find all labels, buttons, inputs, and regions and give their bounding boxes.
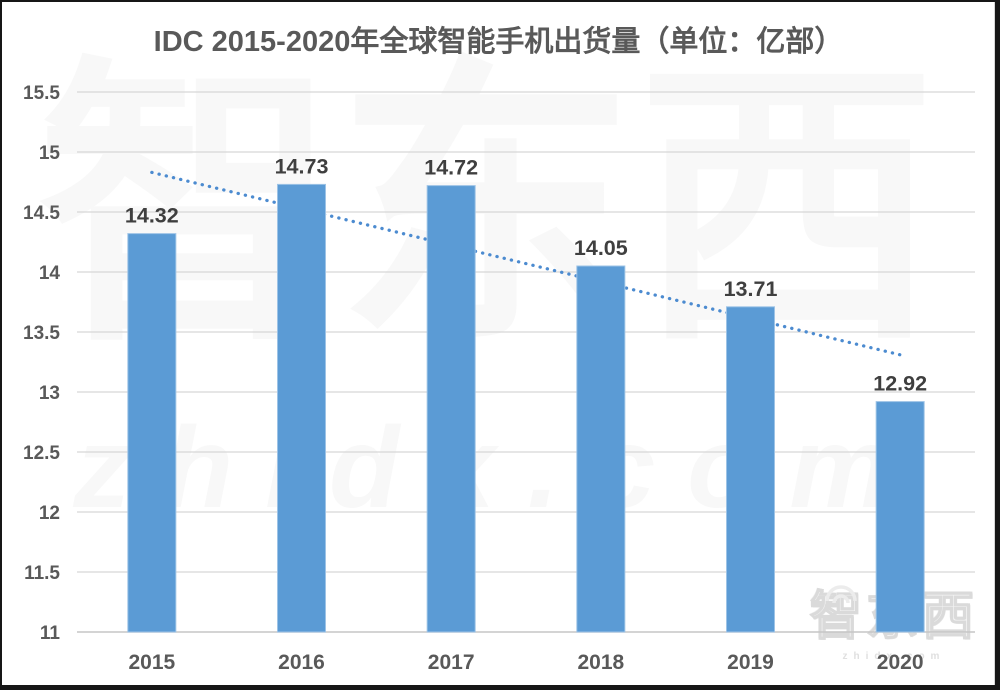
x-tick-label: 2015 — [128, 651, 175, 674]
y-tick-label: 12.5 — [23, 443, 60, 464]
x-tick-label: 2018 — [577, 651, 624, 674]
y-tick-label: 14 — [39, 263, 61, 284]
bar-value-label: 14.05 — [574, 236, 628, 260]
y-tick-label: 13.5 — [23, 323, 60, 344]
bar-value-label: 14.72 — [424, 156, 478, 180]
bar — [875, 401, 925, 633]
x-tick-label: 2016 — [278, 651, 325, 674]
y-tick-label: 15.5 — [23, 83, 60, 104]
background-brand-watermark: 智东西 — [37, 42, 937, 372]
logo-url-text: zhidx.com — [842, 651, 946, 662]
x-tick-label: 2019 — [727, 651, 774, 674]
bar — [426, 185, 476, 633]
bar — [576, 265, 626, 633]
x-tick-label: 2020 — [877, 651, 924, 674]
chart-title: IDC 2015-2020年全球智能手机出货量（单位：亿部） — [153, 26, 844, 58]
bar-value-label: 12.92 — [873, 372, 927, 396]
y-tick-label: 11 — [40, 623, 61, 644]
y-tick-label: 13 — [39, 383, 60, 404]
y-tick-label: 12 — [39, 503, 60, 524]
x-tick-label: 2017 — [428, 651, 475, 674]
y-tick-label: 14.5 — [23, 203, 60, 224]
y-tick-label: 15 — [39, 143, 61, 164]
bar-value-label: 14.73 — [275, 154, 329, 178]
bar-value-label: 13.71 — [724, 277, 778, 301]
bar — [127, 233, 177, 633]
trendline — [150, 170, 902, 357]
bar-value-label: 14.32 — [125, 204, 179, 228]
wifi-arc-icon — [825, 585, 857, 604]
y-tick-label: 11.5 — [24, 563, 60, 584]
bar — [277, 183, 326, 633]
bar — [726, 306, 775, 633]
